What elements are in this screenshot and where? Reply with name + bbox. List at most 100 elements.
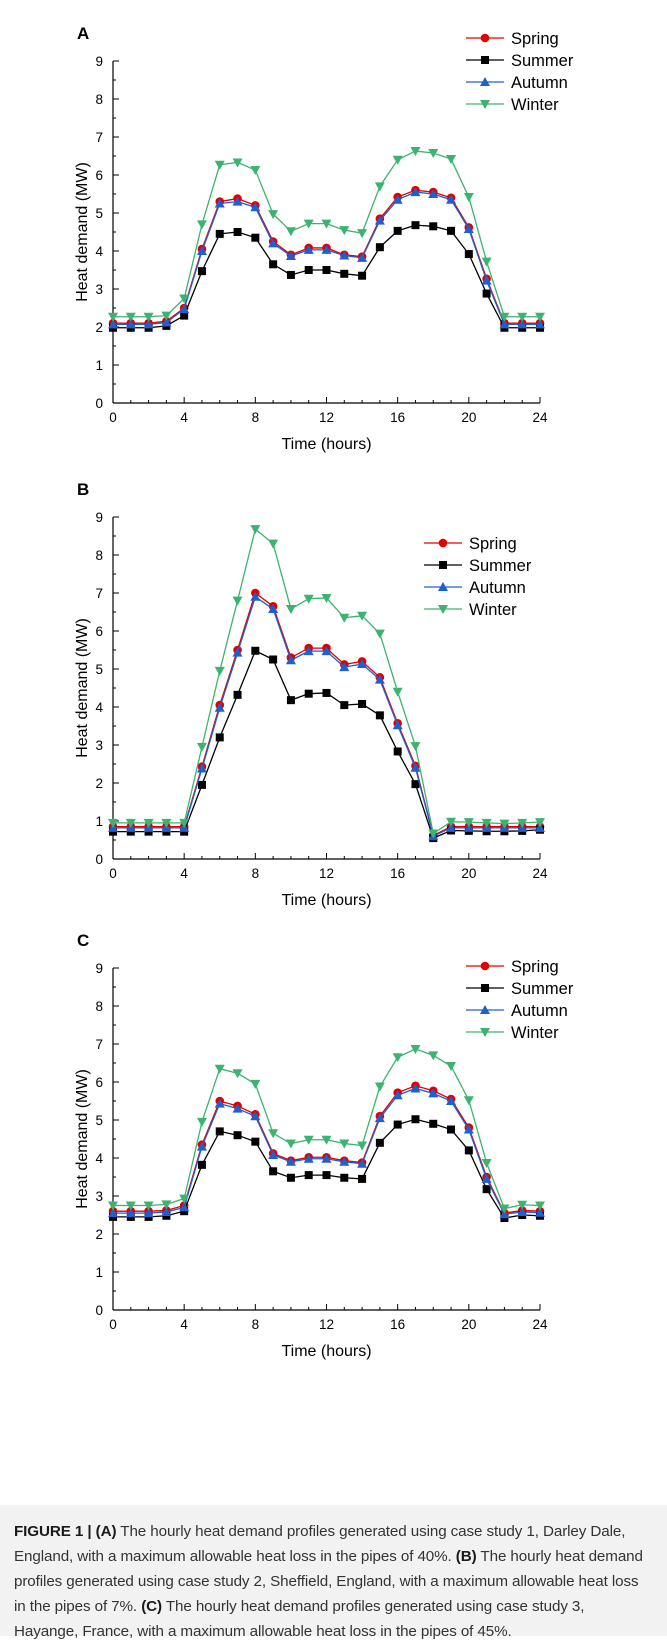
legend: Spring Summer Autumn Winter [466,958,574,1042]
data-point-autumn [214,1098,225,1108]
data-point-summer [180,311,189,320]
data-point-autumn [250,202,261,212]
legend-label-autumn: Autumn [469,579,526,597]
x-tick-label: 20 [461,1317,476,1332]
data-point-summer [197,1160,206,1169]
data-point-winter [250,1079,261,1089]
data-point-winter [161,1200,172,1210]
data-point-winter [179,1194,190,1204]
data-point-summer [375,243,384,252]
data-point-autumn [125,1208,136,1218]
data-point-autumn [374,1113,385,1123]
data-point-winter [125,312,136,322]
data-point-summer [286,696,295,705]
data-point-winter [374,182,385,192]
data-point-autumn [268,238,279,248]
legend-label-winter: Winter [511,1024,559,1042]
data-point-autumn [179,304,190,314]
data-point-winter [481,818,492,828]
panel-label-c: C [77,931,89,950]
figure-caption: FIGURE 1 | (A) The hourly heat demand pr… [14,1519,651,1644]
data-point-autumn [196,763,207,773]
data-point-winter [499,1204,510,1214]
x-tick-label: 8 [252,1317,260,1332]
data-point-winter [535,312,545,322]
y-tick-label: 0 [95,1303,103,1318]
data-point-autumn [374,674,385,684]
x-tick-label: 4 [180,410,188,425]
data-point-summer [358,699,367,708]
data-point-winter [517,818,528,828]
data-point-winter [446,1062,457,1072]
y-tick-label: 3 [95,282,103,297]
series-spring [108,588,545,840]
data-point-winter [446,817,457,827]
data-point-summer [393,226,402,235]
data-point-summer [447,226,456,235]
data-point-summer [269,260,278,269]
data-point-winter [374,629,385,639]
legend-marker-spring [438,538,448,548]
series-line-summer [113,224,540,329]
data-point-winter [196,220,207,230]
data-point-autumn [357,252,368,262]
data-point-winter [285,1139,296,1149]
x-tick-label: 16 [390,866,405,881]
x-tick-label: 12 [319,866,334,881]
legend-marker-summer [439,561,447,569]
data-point-winter [303,1135,314,1145]
x-tick-label: 24 [532,866,548,881]
x-tick-label: 8 [252,866,260,881]
series-spring [108,1081,545,1218]
data-point-summer [215,1127,224,1136]
data-point-winter [410,742,421,752]
y-tick-label: 2 [95,1227,103,1242]
y-tick-label: 1 [95,814,103,829]
data-point-winter [446,155,457,165]
legend-label-spring: Spring [511,30,559,48]
data-point-winter [196,1117,207,1127]
y-tick-label: 6 [95,624,103,639]
data-point-autumn [535,1207,545,1217]
data-point-autumn [143,1208,154,1218]
legend-label-spring: Spring [469,535,517,553]
data-point-winter [303,594,314,604]
y-tick-label: 9 [95,54,103,69]
legend-marker-winter [438,605,448,614]
data-point-autumn [214,702,225,712]
data-point-summer [375,711,384,720]
data-point-autumn [446,822,457,832]
data-point-winter [125,818,136,828]
legend-marker-winter [480,100,490,109]
data-point-winter [125,1201,136,1211]
data-point-autumn [232,1103,243,1113]
data-point-summer [322,266,331,274]
data-point-autumn [339,250,350,260]
series-line-spring [113,189,540,324]
data-point-summer [304,266,313,274]
data-point-autumn [232,196,243,206]
legend-label-autumn: Autumn [511,74,568,92]
data-point-autumn [357,659,368,669]
data-point-summer [197,267,206,276]
data-point-autumn [179,1202,190,1212]
y-tick-label: 9 [95,510,103,525]
data-point-summer [464,1146,473,1155]
series-winter [108,525,545,839]
y-tick-label: 9 [95,961,103,976]
data-point-summer [340,701,349,710]
data-point-winter [250,166,261,176]
x-tick-label: 20 [461,866,476,881]
data-point-autumn [161,1206,172,1216]
data-point-winter [108,818,118,828]
data-point-winter [108,1201,118,1211]
legend: Spring Summer Autumn Winter [424,535,532,619]
data-point-summer [411,1115,420,1124]
data-point-autumn [463,223,474,233]
legend-label-summer: Summer [511,980,574,998]
data-point-winter [161,311,172,321]
data-point-summer [215,229,224,238]
y-tick-label: 6 [95,168,103,183]
caption-a-text: The hourly heat demand profiles generate… [14,1523,626,1565]
